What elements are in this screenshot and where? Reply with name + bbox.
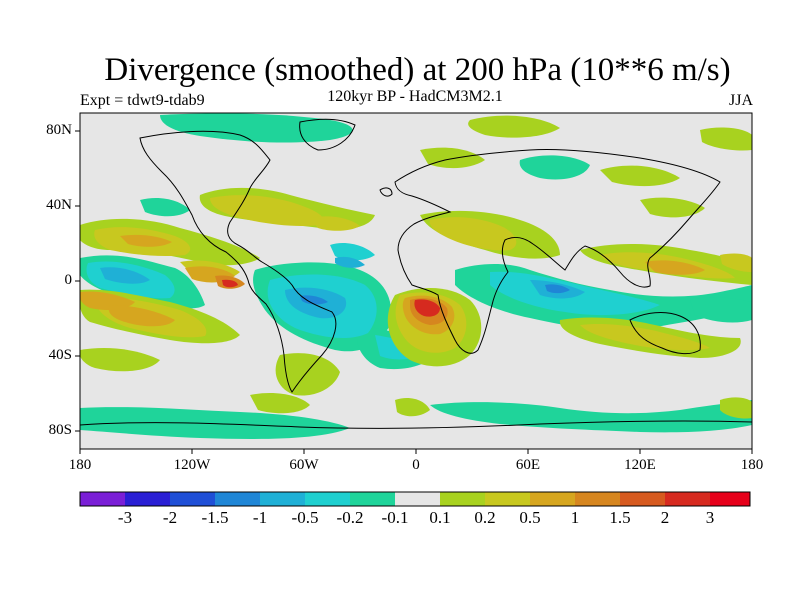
coastlines (80, 118, 752, 429)
axis-ticks (75, 130, 753, 454)
lon-label: 120W (173, 457, 211, 473)
negative-region-vhigh (300, 284, 570, 305)
colorbar-segment (530, 492, 575, 506)
colorbar-segment (485, 492, 530, 506)
colorbar-label: 2 (660, 508, 670, 527)
plot-subtitle: 120kyr BP - HadCM3M2.1 (327, 88, 503, 105)
colorbar-segment (305, 492, 350, 506)
colorbar-segment (440, 492, 485, 506)
colorbar-label: 0.5 (519, 508, 541, 527)
lon-label: 0 (412, 457, 420, 473)
colorbar-label: 0.2 (474, 508, 496, 527)
colorbar-label: 1.5 (609, 508, 631, 527)
lon-label: 120E (624, 457, 656, 473)
positive-region-high (80, 234, 705, 335)
colorbar-label: -0.1 (381, 508, 409, 527)
colorbar (79, 491, 751, 507)
colorbar-label: 3 (705, 508, 715, 527)
positive-region-max (222, 279, 440, 317)
lat-label: 80S (48, 422, 72, 438)
colorbar-label: -1 (252, 508, 268, 527)
colorbar-segment (350, 492, 395, 506)
colorbar-label: -2 (162, 508, 178, 527)
colorbar-segment (575, 492, 620, 506)
colorbar-segment (215, 492, 260, 506)
colorbar-segment (260, 492, 305, 506)
colorbar-segment (710, 492, 750, 506)
plot-title: Divergence (smoothed) at 200 hPa (10**6 … (104, 52, 731, 88)
colorbar-label: 1 (570, 508, 580, 527)
colorbar-segment (170, 492, 215, 506)
experiment-label: Expt = tdwt9-tdab9 (80, 92, 205, 109)
lon-label: 180 (68, 457, 92, 473)
colorbar-label: -1.5 (201, 508, 229, 527)
colorbar-segment (620, 492, 665, 506)
lat-label: 0 (64, 272, 73, 288)
colorbar-segment (395, 492, 440, 506)
colorbar-label: -3 (117, 508, 133, 527)
colorbar-label: 0.1 (429, 508, 451, 527)
colorbar-segment (80, 492, 125, 506)
colorbar-frame (79, 491, 751, 507)
lat-label: 40S (48, 347, 72, 363)
colorbar-segment (665, 492, 710, 506)
colorbar-segment (125, 492, 170, 506)
divergence-field (80, 113, 752, 439)
season-label: JJA (728, 92, 753, 109)
lon-label: 60E (515, 457, 541, 473)
lon-label: 180 (740, 457, 764, 473)
lon-label: 60W (289, 457, 319, 473)
colorbar-label: -0.2 (336, 508, 364, 527)
lat-label: 40N (46, 197, 72, 213)
lat-label: 80N (46, 122, 72, 138)
colorbar-label: -0.5 (291, 508, 319, 527)
